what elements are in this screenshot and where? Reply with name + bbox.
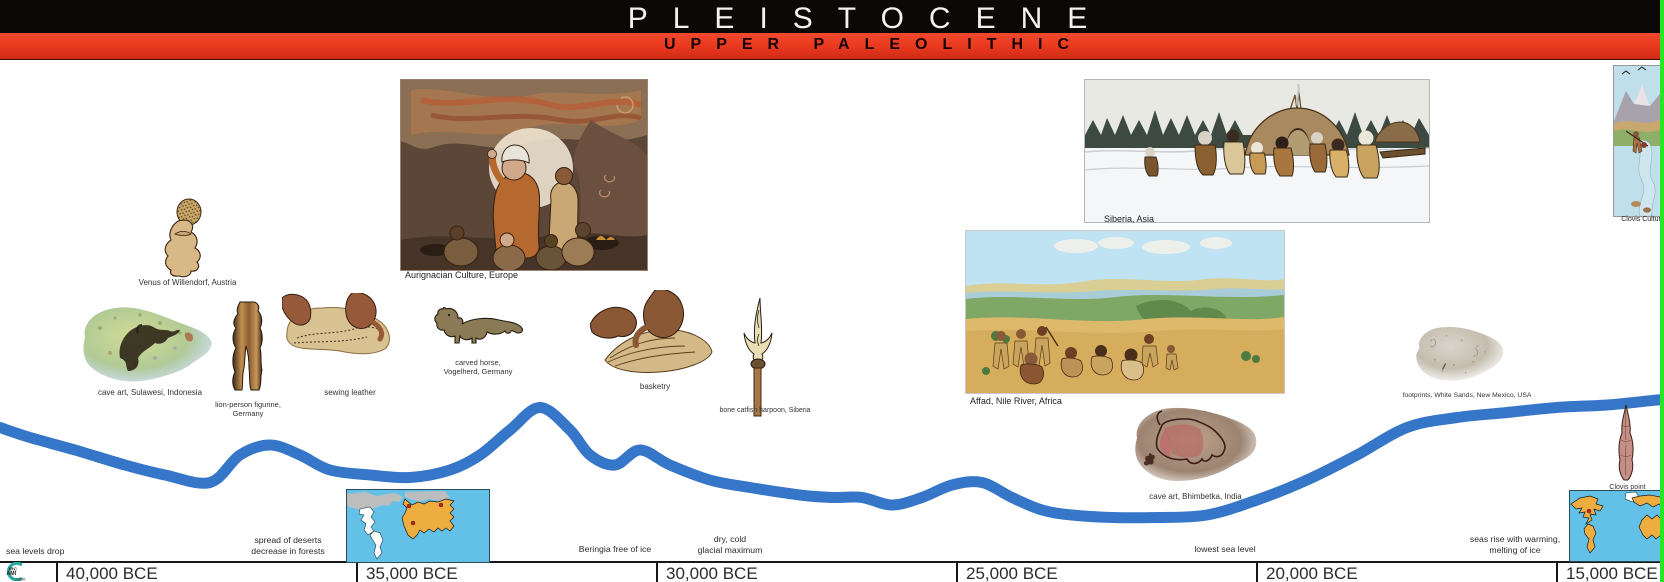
svg-text:BGBM: BGBM [16,577,26,581]
svg-text:AMI: AMI [7,571,17,577]
